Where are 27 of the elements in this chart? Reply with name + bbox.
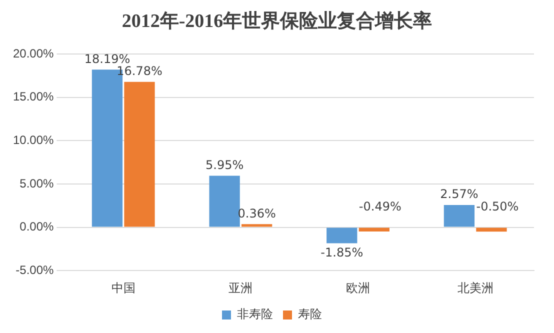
data-label: 2.57% [440,187,478,202]
bar [444,205,475,227]
data-label: 16.78% [116,64,162,78]
data-label: 18.19% [84,52,130,66]
x-tick-label: 中国 [111,281,136,296]
bar [358,228,390,232]
y-tick-label: 0.00% [20,220,54,234]
y-tick-label: 15.00% [12,90,54,104]
data-label: -0.49% [358,199,402,214]
x-tick-label: 北美洲 [457,281,494,296]
bar [241,224,272,227]
y-tick-label: -5.00% [16,262,54,277]
data-label: -1.85% [320,245,364,260]
y-tick-label: 20.00% [12,46,54,60]
data-label: -0.50% [476,199,519,214]
y-tick-label: 10.00% [12,132,54,147]
chart-title: 2012年-2016年世界保险业复合增长率 [120,10,434,34]
legend-label: 非寿险 [237,307,273,322]
bar [124,82,155,227]
legend-label: 寿险 [298,307,322,322]
data-label: 5.95% [205,158,244,172]
bar [209,176,240,227]
bar [326,228,358,244]
y-tick-label: 5.00% [20,176,54,190]
x-tick-label: 亚洲 [228,281,253,296]
x-tick-label: 欧洲 [346,281,370,296]
bar [476,228,507,232]
